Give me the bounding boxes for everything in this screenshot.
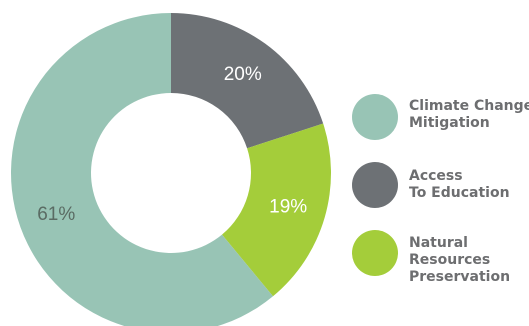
legend-label-line: Resources	[409, 252, 491, 268]
legend-label-climate-change: Climate Change Mitigation	[409, 98, 529, 132]
slice-value-label-climate-change-mitigation: 61%	[37, 204, 75, 225]
legend-item-access-to-education: Access To Education	[352, 162, 522, 212]
legend-label-line: Mitigation	[409, 115, 490, 131]
legend-label-line: To Education	[409, 185, 510, 201]
donut-slice-climate-change-mitigation	[11, 13, 273, 326]
donut-slice-access-to-education	[171, 13, 324, 149]
slice-labels: 20% 19% 61%	[37, 64, 307, 225]
legend-label-natural-resources: Natural Resources Preservation	[409, 235, 510, 286]
legend-item-natural-resources: Natural Resources Preservation	[352, 230, 522, 285]
legend-swatch-access-to-education	[352, 162, 398, 208]
legend-label-line: Access	[409, 168, 463, 184]
slice-value-label-access-to-education: 20%	[224, 64, 262, 85]
legend-item-climate-change: Climate Change Mitigation	[352, 94, 529, 144]
slice-value-label-natural-resources-preservation: 19%	[269, 197, 307, 218]
legend-label-line: Natural	[409, 235, 468, 251]
legend-label-line: Climate Change	[409, 98, 529, 114]
legend-label-line: Preservation	[409, 269, 511, 285]
legend-label-access-to-education: Access To Education	[409, 168, 510, 202]
donut-slice-natural-resources-preservation	[221, 123, 331, 297]
legend-swatch-natural-resources	[352, 230, 398, 276]
legend-swatch-climate-change	[352, 94, 398, 140]
donut-slices	[11, 13, 331, 326]
